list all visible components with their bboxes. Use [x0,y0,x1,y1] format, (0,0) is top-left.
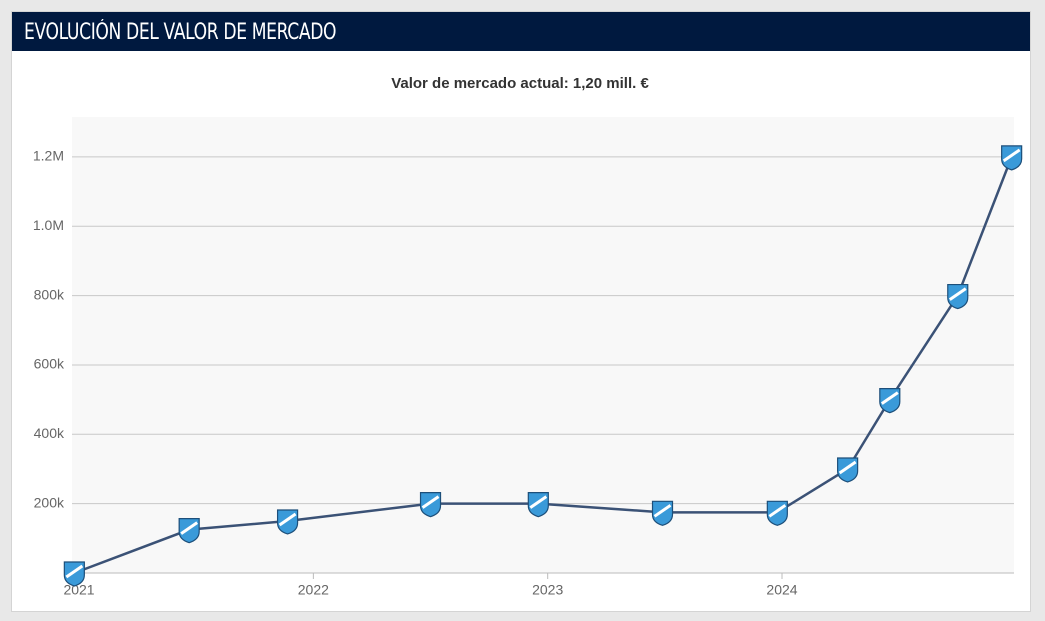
point-marker [1001,145,1023,171]
y-tick-label: 1.2M [33,148,64,164]
point-marker [419,492,442,518]
point-marker [879,388,901,414]
x-tick-label: 2024 [766,582,797,598]
crest-band [421,495,440,509]
point-marker [651,500,674,526]
chart-subtitle: Valor de mercado actual: 1,20 mill. € [391,75,649,92]
header-bar: EVOLUCIÓN DEL VALOR DE MERCADO [12,12,1030,51]
header-title: EVOLUCIÓN DEL VALOR DE MERCADO [24,20,337,45]
y-tick-label: 600k [34,356,65,372]
point-marker [837,457,859,483]
point-marker [947,283,969,310]
y-tick-label: 400k [34,425,65,441]
crest-band [880,391,899,405]
point-marker [527,492,549,518]
y-tick-label: 800k [34,286,65,302]
y-tick-label: 200k [34,494,65,510]
crest-band [838,460,857,475]
crest-band [653,504,672,518]
y-tick-label: 1.0M [33,217,64,233]
x-tick-label: 2021 [63,582,94,598]
crest-band [948,287,967,301]
x-tick-label: 2022 [298,582,329,598]
crest-band [65,564,84,579]
crest-band [278,512,297,527]
crest-band [768,504,787,518]
point-marker [276,509,299,535]
point-marker [63,561,85,587]
crest-band [1002,148,1021,163]
crest-band [180,521,199,535]
x-tick-label: 2023 [532,582,563,598]
point-marker [766,500,788,526]
crest-band [529,495,548,509]
point-marker [178,518,200,544]
